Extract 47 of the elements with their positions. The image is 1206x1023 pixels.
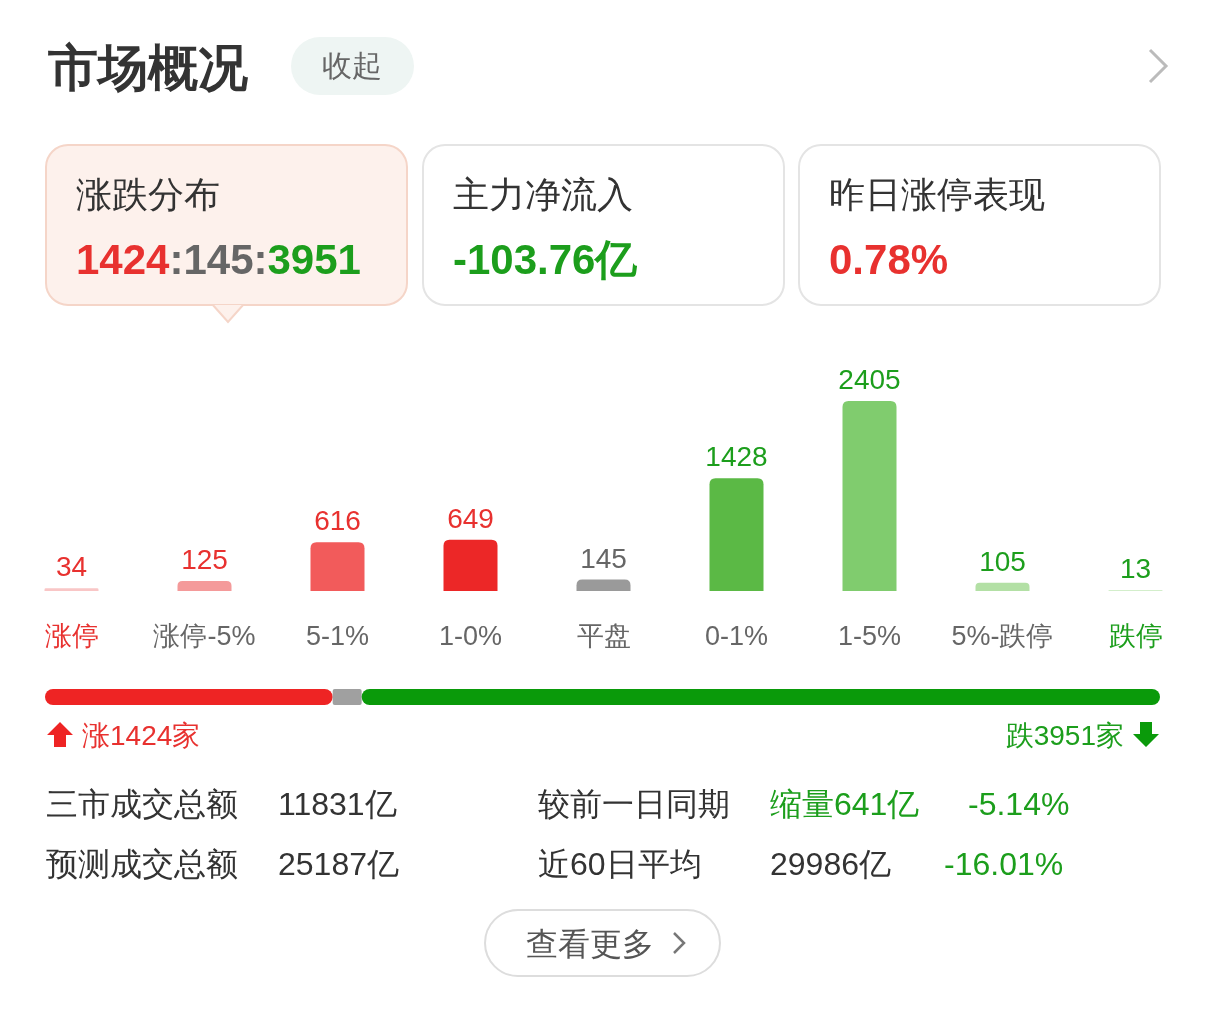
- text: 29986亿: [770, 846, 891, 882]
- x-tick-label: 跌停: [1108, 621, 1163, 651]
- data-label: 34: [55, 551, 88, 583]
- text: -5.14%: [968, 786, 1070, 822]
- bar: [443, 539, 498, 591]
- x-tick-label: 5%-跌停: [951, 621, 1054, 651]
- text: 主力净流入: [453, 174, 633, 215]
- x-tick-label: 涨停-5%: [153, 621, 256, 651]
- x-tick-label: 1-5%: [837, 621, 902, 651]
- data-label: 2405: [838, 364, 901, 395]
- series-label: 跌3951家: [1005, 720, 1124, 751]
- data-label: 13: [1119, 552, 1152, 584]
- text: 收起: [322, 49, 382, 82]
- x-tick-label: 0-1%: [704, 621, 769, 651]
- text: 市场概况: [47, 40, 248, 96]
- legend-label: 涨1424家: [82, 720, 201, 751]
- text: 近60日平均: [538, 846, 702, 882]
- x-tick-label: 5-1%: [305, 621, 370, 651]
- bar: [842, 401, 897, 591]
- bar: [310, 542, 365, 591]
- data-label: 649: [447, 502, 494, 534]
- text: 缩量641亿: [770, 786, 920, 822]
- text: -103.76亿: [453, 236, 639, 283]
- data-label: 105: [979, 545, 1026, 577]
- text: 较前一日同期: [538, 786, 730, 822]
- bar: [576, 579, 631, 591]
- text: 11831亿: [278, 786, 397, 822]
- text: 涨跌分布: [76, 174, 220, 215]
- text: 三市成交总额: [46, 786, 238, 822]
- data-label: 125: [181, 544, 228, 576]
- x-tick-label: 平盘: [576, 621, 631, 651]
- bar: [975, 582, 1030, 591]
- x-tick-label: 1-0%: [438, 621, 503, 651]
- text: 25187亿: [278, 846, 399, 882]
- bar: [709, 478, 764, 591]
- bar: [44, 588, 99, 591]
- data-label: 1428: [705, 441, 768, 473]
- text: 0.78%: [829, 236, 949, 283]
- x-tick-label: 涨停: [44, 621, 99, 651]
- text: 1424:145:3951: [76, 236, 361, 283]
- text: 预测成交总额: [46, 846, 238, 882]
- text: 昨日涨停表现: [829, 174, 1045, 215]
- bar: [177, 581, 232, 591]
- data-label: 145: [580, 542, 627, 574]
- text: 查看更多: [526, 926, 654, 962]
- text: -16.01%: [944, 846, 1064, 882]
- data-label: 616: [314, 505, 361, 537]
